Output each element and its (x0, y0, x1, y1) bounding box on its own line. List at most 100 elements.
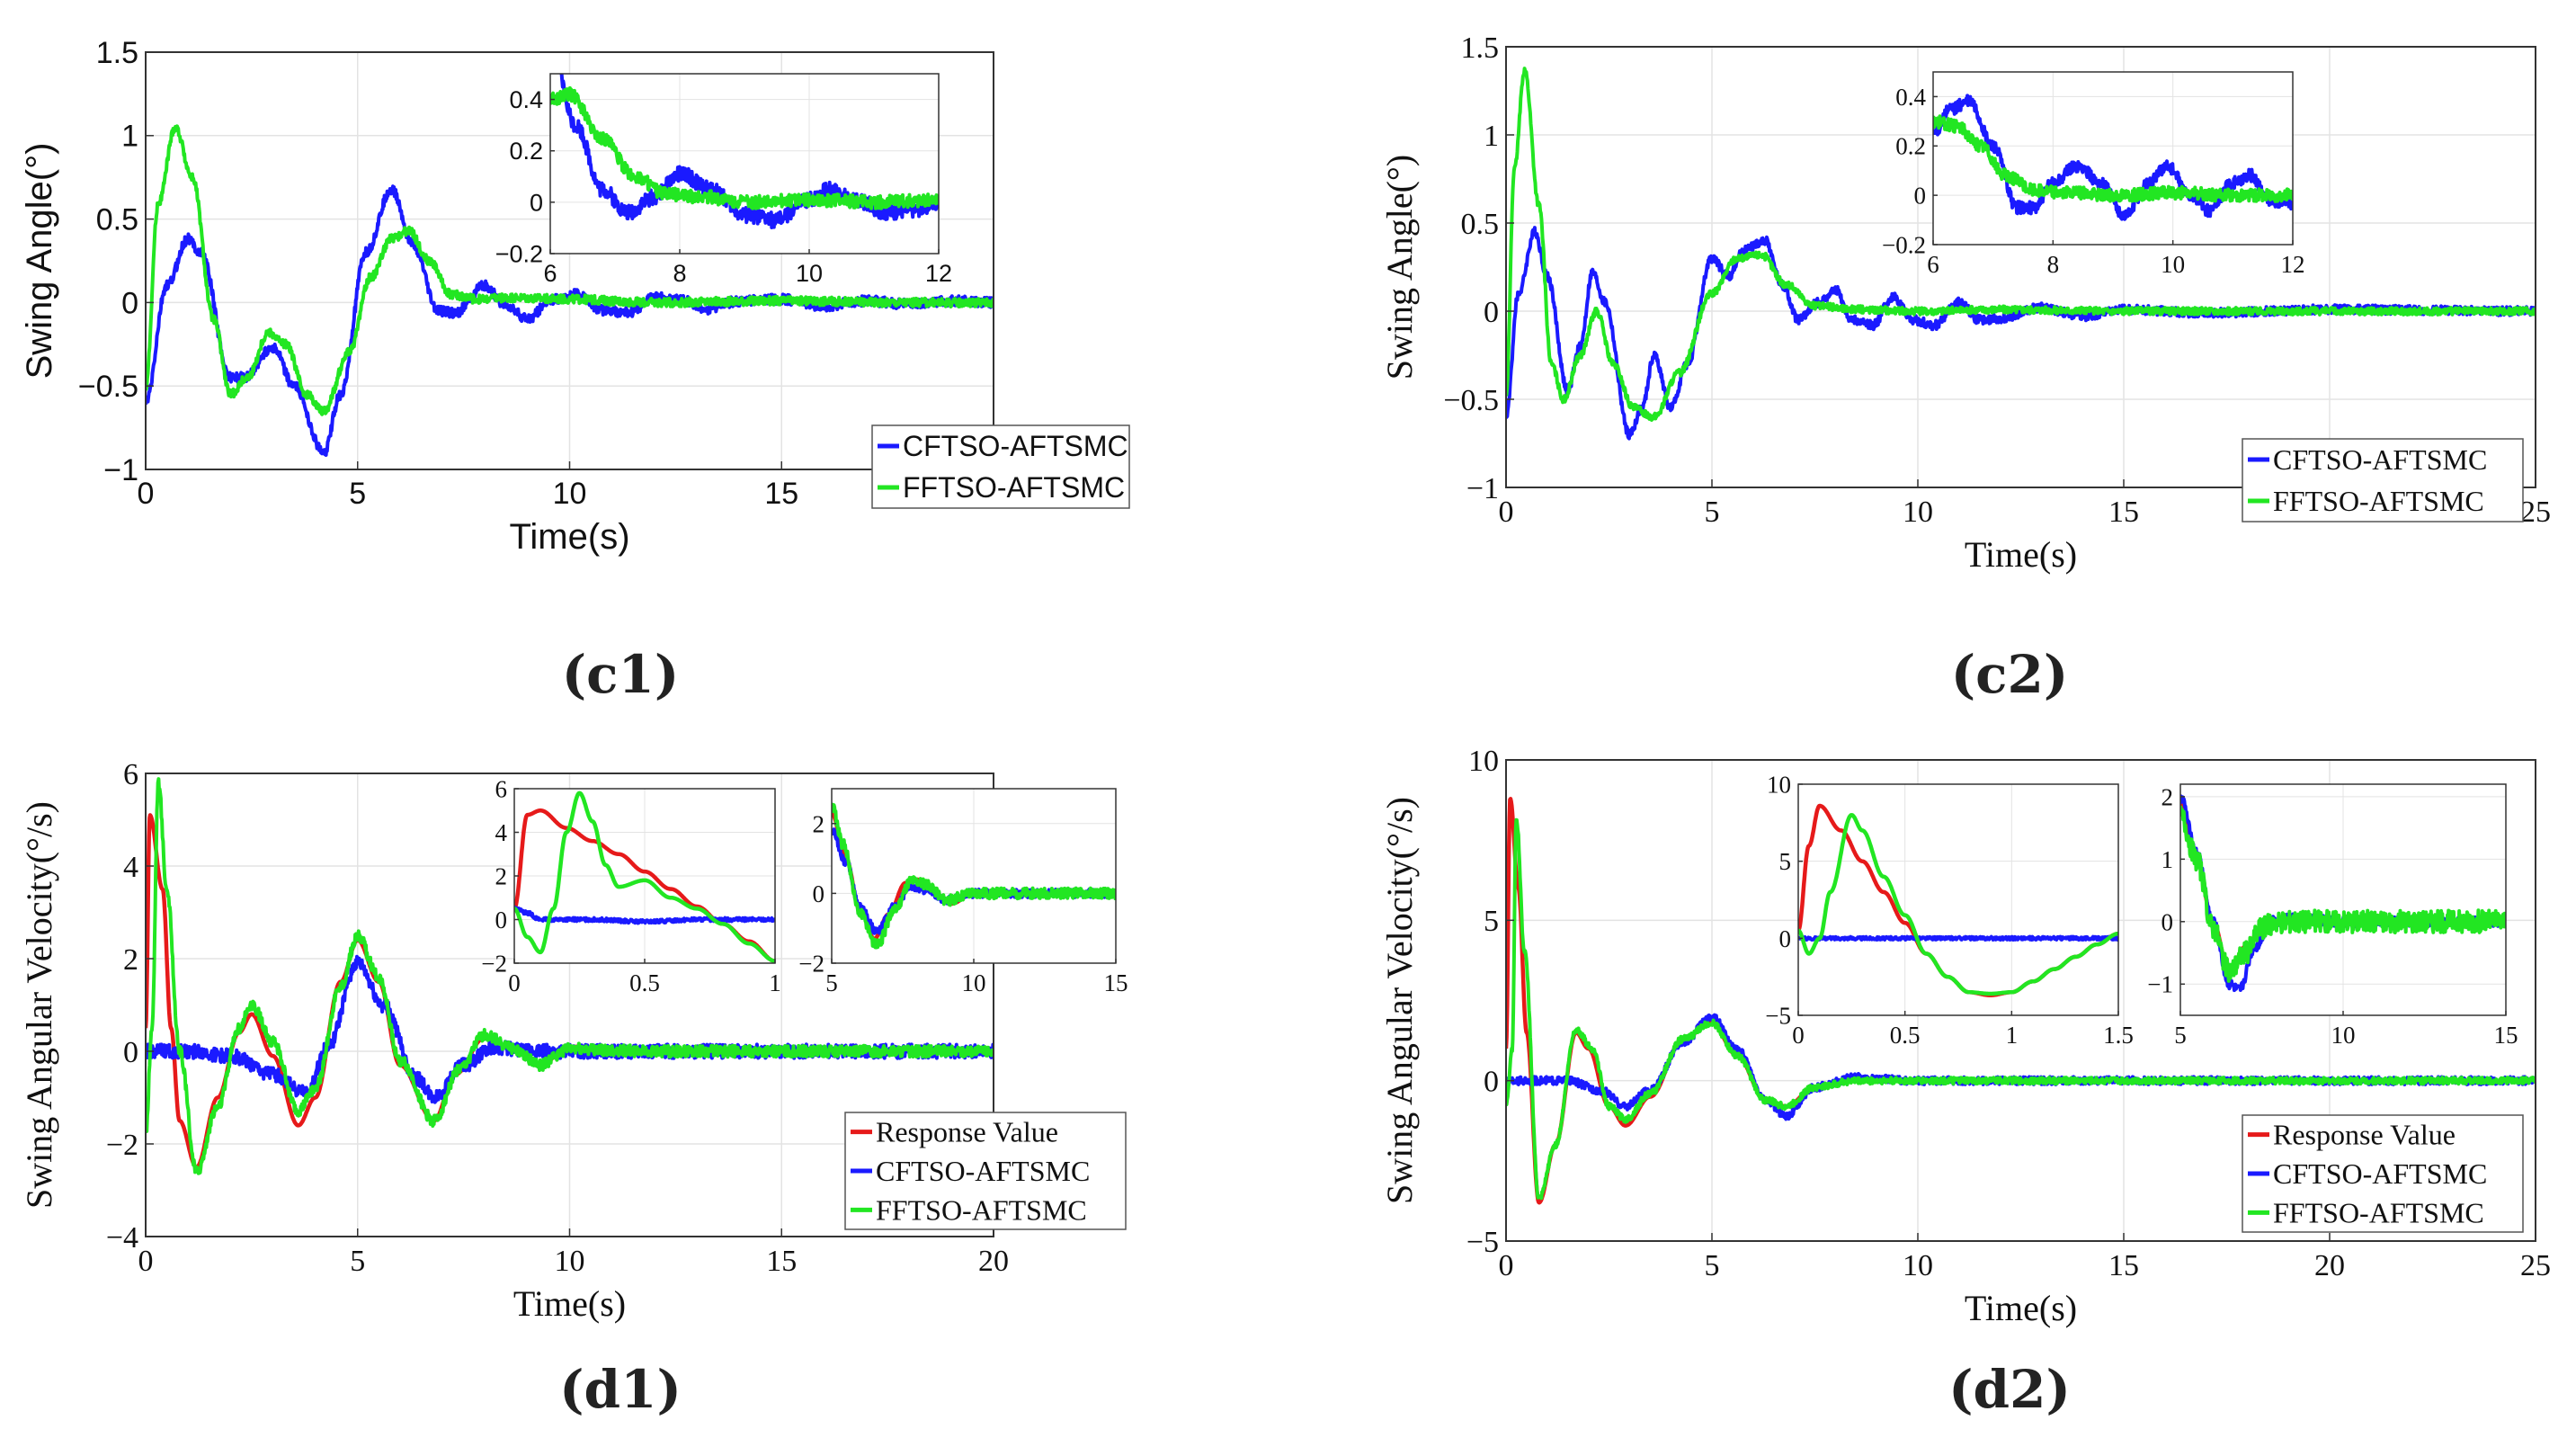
chart-c2-legend: CFTSO-AFTSMC FFTSO-AFTSMC (2242, 438, 2524, 522)
chart-c1-xlabel: Time(s) (509, 517, 629, 557)
chart-c2-inset-1-xtick-label: 10 (2161, 251, 2185, 278)
chart-c2-ytick-label: 0 (1484, 296, 1499, 329)
chart-d2-ytick-label: −5 (1466, 1226, 1499, 1259)
chart-d2-xtick-label: 5 (1705, 1249, 1720, 1282)
chart-c2-inset-1-xtick-label: 8 (2047, 251, 2060, 278)
chart-c1-xtick-label: 0 (138, 477, 155, 511)
chart-c1-inset-1-series-cftso-aftsmc (559, 74, 939, 229)
chart-d2-inset-2-ytick-label: 1 (2162, 846, 2174, 873)
chart-c2-inset-1-ytick-label: −0.2 (1882, 231, 1926, 258)
chart-c1-ytick-label: 1 (121, 120, 138, 154)
chart-c1-legend-entry: CFTSO-AFTSMC (903, 430, 1128, 462)
chart-c2-series-fftso-aftsmc (1506, 67, 2536, 422)
chart-c2-frame (1505, 46, 2536, 488)
chart-c1-xtick-label: 10 (553, 477, 587, 511)
chart-c2-inset-1-ytick-label: 0.4 (1895, 84, 1926, 111)
chart-d1-legend-entry: CFTSO-AFTSMC (876, 1155, 1090, 1187)
caption-c1: (c1) (562, 644, 680, 705)
chart-d2-xtick-label: 20 (2314, 1249, 2345, 1282)
chart-c2-inset-1-ytick-label: 0 (1914, 183, 1927, 210)
chart-c2-xlabel: Time(s) (1965, 534, 2077, 575)
chart-d2-legend-entry: CFTSO-AFTSMC (2273, 1157, 2487, 1190)
chart-d1-inset-2-xtick-label: 15 (1104, 969, 1128, 996)
chart-d1-ytick-label: 2 (123, 943, 138, 977)
chart-d1-legend: Response Value CFTSO-AFTSMC FFTSO-AFTSMC (844, 1112, 1127, 1230)
chart-d1-ytick-label: 4 (123, 851, 138, 884)
caption-c2: (c2) (1951, 644, 2069, 705)
chart-c2-inset-1-plot-area (1933, 72, 2293, 245)
chart-d1-legend-box (844, 1112, 1127, 1230)
chart-d2-inset-2-series-fftso-aftsmc (2180, 805, 2506, 983)
chart-d1-ytick-label: 0 (123, 1036, 138, 1069)
chart-c1-inset-1-xtick-label: 10 (796, 260, 823, 287)
chart-d2-inset-1-ytick-label: 5 (1779, 848, 1792, 875)
chart-d2-inset-2: 5 10 15 −1 0 1 2 (2147, 783, 2518, 1049)
chart-c1-ytick-label: 0 (121, 286, 138, 320)
chart-d2-inset-1-plot-area (1798, 784, 2118, 1015)
chart-d1-inset-1-ytick-label: −2 (481, 950, 507, 977)
chart-c1-xtick-label: 5 (349, 477, 366, 511)
chart-d2-xtick-label: 0 (1499, 1249, 1514, 1282)
chart-d1-inset-2-ytick-label: 0 (813, 880, 825, 907)
chart-d1-inset-1-ytick-label: 2 (495, 862, 508, 889)
caption-d2: (d2) (1948, 1359, 2071, 1420)
chart-d1-series-fftso-aftsmc (146, 777, 994, 1175)
chart-d1-xtick-label: 0 (138, 1245, 154, 1278)
chart-d1-inset-2-ytick-label: −2 (798, 950, 824, 977)
chart-d2-xtick-label: 25 (2520, 1249, 2551, 1282)
chart-c1-inset-1-frame (549, 73, 940, 255)
chart-c2-xtick-label: 0 (1499, 496, 1514, 529)
chart-c2-legend-entry: CFTSO-AFTSMC (2273, 443, 2487, 476)
chart-d1-xtick-label: 20 (978, 1245, 1009, 1278)
chart-d2-series-fftso-aftsmc (1506, 817, 2536, 1201)
chart-d2-legend: Response Value CFTSO-AFTSMC FFTSO-AFTSMC (2242, 1114, 2524, 1233)
chart-d1-inset-1-xtick-label: 1 (769, 969, 781, 996)
chart-d2-inset-2-xtick-label: 5 (2174, 1022, 2187, 1049)
chart-d2-inset-1-ytick-label: 0 (1779, 925, 1792, 952)
chart-d1-inset-1-xtick-label: 0 (508, 969, 521, 996)
chart-c1-inset-1-series-fftso-aftsmc (550, 85, 939, 210)
chart-d1-ytick-label: 6 (123, 758, 138, 791)
chart-c2-xtick-label: 25 (2520, 496, 2551, 529)
chart-d2-legend-entry: Response Value (2273, 1119, 2456, 1151)
chart-c2-inset-1-ytick-label: 0.2 (1895, 133, 1926, 160)
chart-d2-xtick-label: 15 (2108, 1249, 2139, 1282)
chart-c2-inset-1-xtick-label: 6 (1927, 251, 1939, 278)
chart-c1-inset-1-ytick-label: −0.2 (495, 240, 543, 267)
chart-c2-inset-1-xtick-label: 12 (2281, 251, 2305, 278)
chart-d1-inset-2-ytick-label: 2 (813, 810, 825, 837)
chart-c2-ytick-label: 0.5 (1461, 208, 1500, 241)
chart-d2-inset-1-series-fftso-aftsmc (1798, 813, 2118, 996)
chart-d2-inset-1-xtick-label: 0 (1792, 1022, 1805, 1049)
chart-c1-legend: CFTSO-AFTSMC FFTSO-AFTSMC (871, 424, 1130, 509)
chart-c2-legend-box (2242, 438, 2524, 522)
chart-c1-ytick-label: −0.5 (78, 370, 138, 404)
chart-c1-inset-1-xtick-label: 12 (925, 260, 952, 287)
chart-d1-ytick-label: −4 (106, 1221, 138, 1255)
chart-c1-legend-box (871, 424, 1130, 509)
chart-d2-inset-1-ytick-label: −5 (1765, 1002, 1791, 1029)
chart-d2-inset-2-xtick-label: 15 (2494, 1022, 2518, 1049)
chart-d2-inset-2-xtick-label: 10 (2331, 1022, 2356, 1049)
chart-c2-legend-entry: FFTSO-AFTSMC (2273, 485, 2484, 517)
chart-d2-legend-box (2242, 1114, 2524, 1233)
chart-d1-xtick-label: 5 (350, 1245, 365, 1278)
chart-d2-inset-2-ytick-label: 0 (2162, 908, 2174, 935)
chart-c2-inset-1-series-fftso-aftsmc (1933, 114, 2293, 203)
chart-c2-inset-1: 6 8 10 12 −0.2 0 0.2 0.4 (1882, 71, 2305, 278)
chart-d1-xtick-label: 10 (555, 1245, 585, 1278)
chart-d2-xlabel: Time(s) (1965, 1288, 2077, 1328)
chart-c2-ytick-label: −1 (1466, 472, 1499, 505)
chart-d2-inset-1-xtick-label: 0.5 (1890, 1022, 1921, 1049)
chart-d2-inset-1-xtick-label: 1 (2006, 1022, 2019, 1049)
chart-c1-inset-1-ytick-label: 0.2 (509, 138, 543, 165)
chart-c1-inset-1-plot-area (550, 74, 939, 254)
chart-d2-ylabel: Swing Angular Velocity(°/s) (1379, 797, 1420, 1204)
chart-c2-inset-1-frame (1932, 71, 2294, 246)
chart-d2-inset-1-ytick-label: 10 (1767, 771, 1791, 798)
chart-c1-ytick-label: −1 (103, 453, 138, 487)
chart-d1-xtick-label: 15 (766, 1245, 797, 1278)
